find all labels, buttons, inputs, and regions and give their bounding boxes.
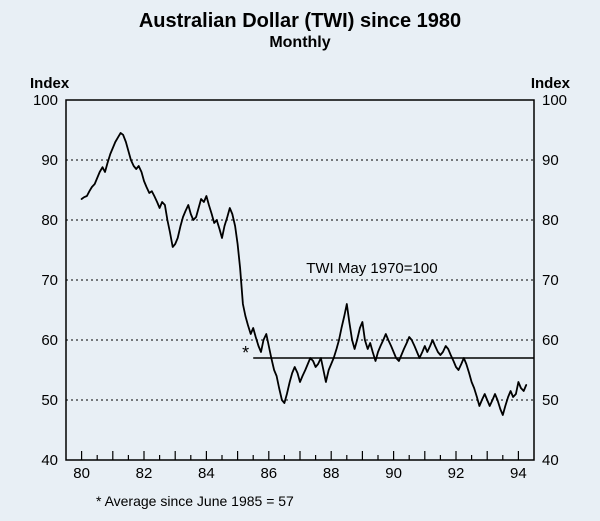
svg-text:90: 90 <box>41 152 58 169</box>
svg-text:70: 70 <box>542 272 559 289</box>
svg-text:100: 100 <box>33 92 58 109</box>
svg-text:84: 84 <box>198 465 215 482</box>
svg-text:82: 82 <box>136 465 153 482</box>
svg-text:94: 94 <box>510 465 527 482</box>
svg-text:92: 92 <box>448 465 465 482</box>
svg-text:90: 90 <box>542 152 559 169</box>
svg-text:86: 86 <box>260 465 277 482</box>
svg-text:90: 90 <box>385 465 402 482</box>
svg-text:50: 50 <box>542 392 559 409</box>
svg-text:40: 40 <box>542 452 559 469</box>
svg-text:80: 80 <box>73 465 90 482</box>
svg-text:60: 60 <box>542 332 559 349</box>
svg-text:50: 50 <box>41 392 58 409</box>
chart-footnote: * Average since June 1985 = 57 <box>96 493 294 509</box>
chart-annotation: TWI May 1970=100 <box>306 260 437 277</box>
svg-text:80: 80 <box>41 212 58 229</box>
svg-text:80: 80 <box>542 212 559 229</box>
svg-text:100: 100 <box>542 92 567 109</box>
chart-svg: 40 40 50 50 60 60 70 70 80 80 90 90 100 100 80 82 84 86 88… <box>0 0 600 521</box>
svg-text:*: * <box>242 343 249 363</box>
svg-text:70: 70 <box>41 272 58 289</box>
svg-text:60: 60 <box>41 332 58 349</box>
chart-container: Australian Dollar (TWI) since 1980 Month… <box>0 0 600 521</box>
svg-text:40: 40 <box>41 452 58 469</box>
svg-text:88: 88 <box>323 465 340 482</box>
